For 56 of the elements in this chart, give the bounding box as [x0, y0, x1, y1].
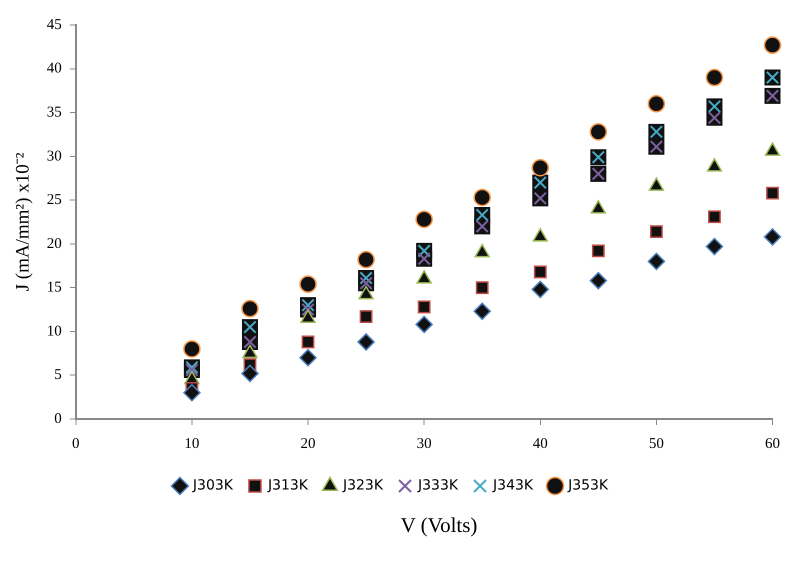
point — [708, 210, 721, 224]
x-tick-label: 40 — [532, 436, 548, 452]
point — [241, 364, 259, 382]
x-axis-title: V (Volts) — [400, 513, 478, 538]
x-tick-label: 10 — [184, 436, 200, 452]
x-tick-label: 20 — [300, 436, 316, 452]
point — [648, 95, 666, 113]
x-tick-label: 50 — [648, 436, 664, 452]
legend-label: J333K — [417, 478, 459, 494]
point — [473, 302, 491, 320]
point — [357, 333, 375, 351]
point — [183, 340, 201, 358]
point — [415, 316, 433, 334]
point — [766, 186, 779, 200]
y-tick-label: 5 — [54, 367, 62, 384]
y-tick-label: 25 — [46, 192, 62, 208]
point — [590, 272, 608, 290]
point — [648, 252, 666, 270]
point — [764, 228, 782, 246]
point — [650, 225, 663, 238]
point — [534, 266, 547, 278]
legend-label: J353K — [567, 478, 609, 494]
legend-label: J343K — [492, 478, 534, 494]
point — [532, 158, 550, 176]
y-tick-label: 10 — [46, 323, 62, 340]
y-tick-label: 0 — [54, 410, 62, 427]
point — [706, 238, 724, 256]
y-tick-label: 20 — [46, 236, 62, 252]
y-axis-title: J (mA/mm²) x10⁻² — [12, 152, 34, 292]
point — [299, 348, 317, 366]
point — [476, 281, 489, 294]
point — [418, 300, 431, 314]
legend-label: J313K — [266, 478, 309, 494]
y-tick-label: 40 — [46, 60, 62, 77]
x-tick-label: 30 — [416, 436, 432, 452]
point — [360, 310, 372, 323]
point — [764, 36, 782, 54]
y-tick-label: 15 — [46, 280, 62, 296]
point — [590, 123, 608, 141]
point — [302, 336, 314, 348]
point — [299, 275, 317, 293]
point — [706, 68, 724, 86]
y-tick-label: 45 — [46, 16, 62, 33]
point — [592, 244, 605, 258]
legend-label: J323K — [342, 478, 384, 494]
y-tick-label: 30 — [46, 148, 62, 164]
x-tick-label: 0 — [72, 436, 80, 452]
point — [415, 210, 433, 228]
y-tick-label: 35 — [46, 104, 62, 120]
legend-label: J303K — [192, 478, 234, 494]
point — [183, 384, 201, 402]
point — [357, 250, 375, 268]
point — [241, 300, 259, 318]
point — [532, 280, 550, 298]
point — [473, 188, 491, 206]
x-tick-label: 60 — [765, 436, 780, 452]
